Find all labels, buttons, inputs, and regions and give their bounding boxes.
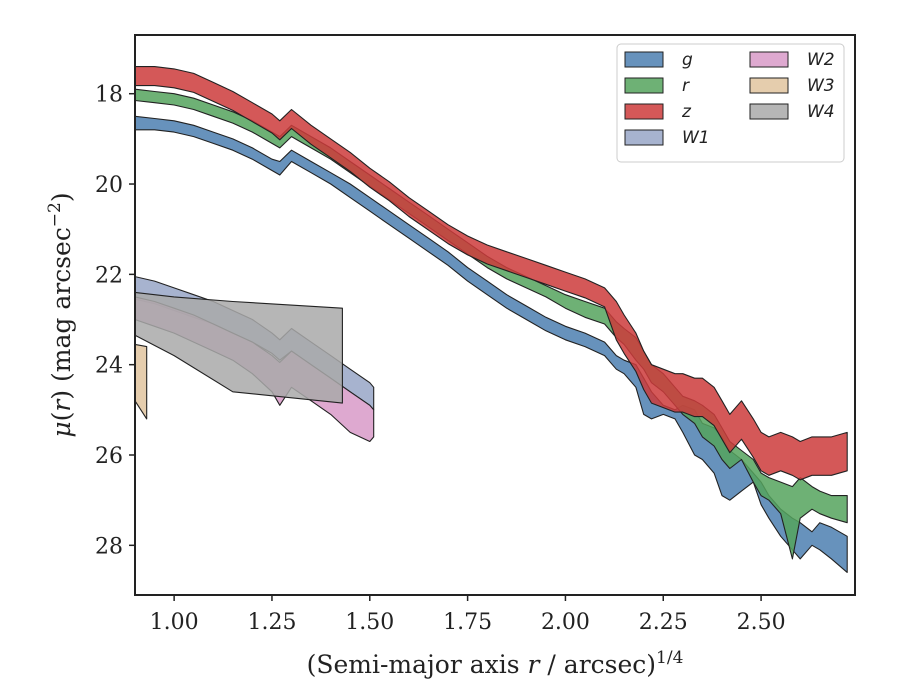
x-tick-label: 1.25 xyxy=(247,610,296,635)
x-axis: 1.00 1.25 1.50 1.75 2.00 2.25 2.50 xyxy=(150,595,786,635)
legend-label-w1: W1 xyxy=(682,128,710,148)
x-tick-label: 2.50 xyxy=(737,610,786,635)
legend-label-w3: W3 xyxy=(807,76,835,96)
legend-swatch-r xyxy=(624,77,664,94)
x-axis-title: (Semi-major axis r / arcsec)1/4 xyxy=(307,648,684,679)
legend-swatch-w1 xyxy=(624,129,664,146)
y-tick-label: 24 xyxy=(95,354,123,379)
y-axis-title: μ(r) (mag arcsec−2) xyxy=(45,192,76,437)
legend-swatch-w4 xyxy=(749,103,789,120)
plot-frame xyxy=(134,34,856,596)
y-axis: 18 20 22 24 26 28 xyxy=(95,83,135,559)
y-tick-label: 22 xyxy=(95,263,123,288)
x-tick-label: 2.25 xyxy=(639,610,688,635)
x-tick-label: 1.75 xyxy=(443,610,492,635)
legend-box xyxy=(616,43,845,163)
legend-label-z: z xyxy=(681,102,692,122)
legend-swatch-w3 xyxy=(749,77,789,94)
legend-swatch-g xyxy=(624,51,664,68)
legend-swatch-z xyxy=(624,103,664,120)
y-tick-label: 18 xyxy=(95,83,123,108)
legend-label-r: r xyxy=(682,76,690,96)
y-tick-label: 20 xyxy=(95,173,123,198)
x-tick-label: 2.00 xyxy=(541,610,590,635)
profile-bands xyxy=(135,66,848,573)
band-w4 xyxy=(135,291,343,404)
band-z xyxy=(135,66,848,481)
x-tick-label: 1.50 xyxy=(345,610,394,635)
legend: grz W1 W2 W3 W4 xyxy=(616,43,845,163)
band-g xyxy=(135,115,848,573)
legend-label-g: g xyxy=(682,50,693,70)
legend-swatch-w2 xyxy=(749,51,789,68)
x-tick-label: 1.00 xyxy=(150,610,199,635)
y-tick-label: 28 xyxy=(95,534,123,559)
legend-label-w4: W4 xyxy=(807,102,835,122)
legend-label-w2: W2 xyxy=(807,50,835,70)
band-w3 xyxy=(135,343,148,420)
y-tick-label: 26 xyxy=(95,444,123,469)
